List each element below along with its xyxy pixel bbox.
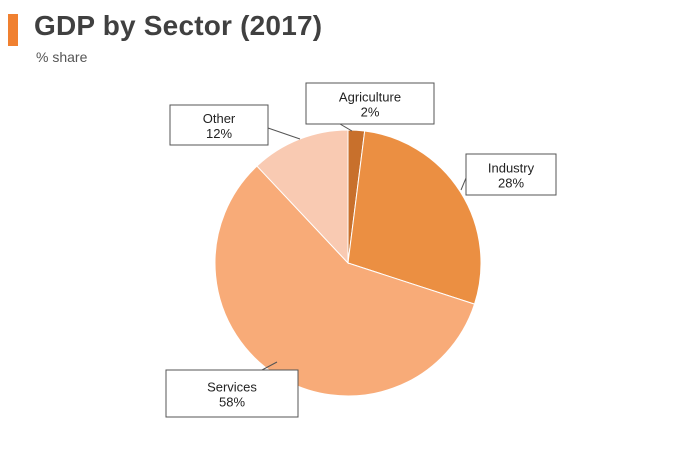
slice-label-other: Other: [203, 111, 236, 126]
callout-leader-services: [261, 361, 278, 371]
callout-box-industry: [465, 153, 557, 196]
pie-slice-industry: [347, 130, 482, 305]
callout-box-agriculture: [305, 82, 435, 125]
title-accent-bar: [8, 14, 18, 46]
slice-label-industry: Industry: [488, 161, 535, 176]
callout-box-services: [165, 369, 299, 418]
slice-value-other: 12%: [206, 126, 232, 141]
slice-label-agriculture: Agriculture: [339, 90, 401, 105]
slice-value-agriculture: 2%: [361, 105, 380, 120]
slice-value-services: 58%: [219, 395, 245, 410]
callout-leader-agriculture: [339, 123, 353, 132]
pie-slice-other: [256, 129, 349, 265]
slice-value-industry: 28%: [498, 176, 524, 191]
chart-subtitle: % share: [36, 49, 88, 65]
callout-leader-other: [267, 127, 301, 140]
slice-label-services: Services: [207, 380, 257, 395]
callout-leader-industry: [460, 177, 467, 191]
chart-title: GDP by Sector (2017): [34, 10, 323, 41]
callout-box-other: [169, 104, 269, 146]
